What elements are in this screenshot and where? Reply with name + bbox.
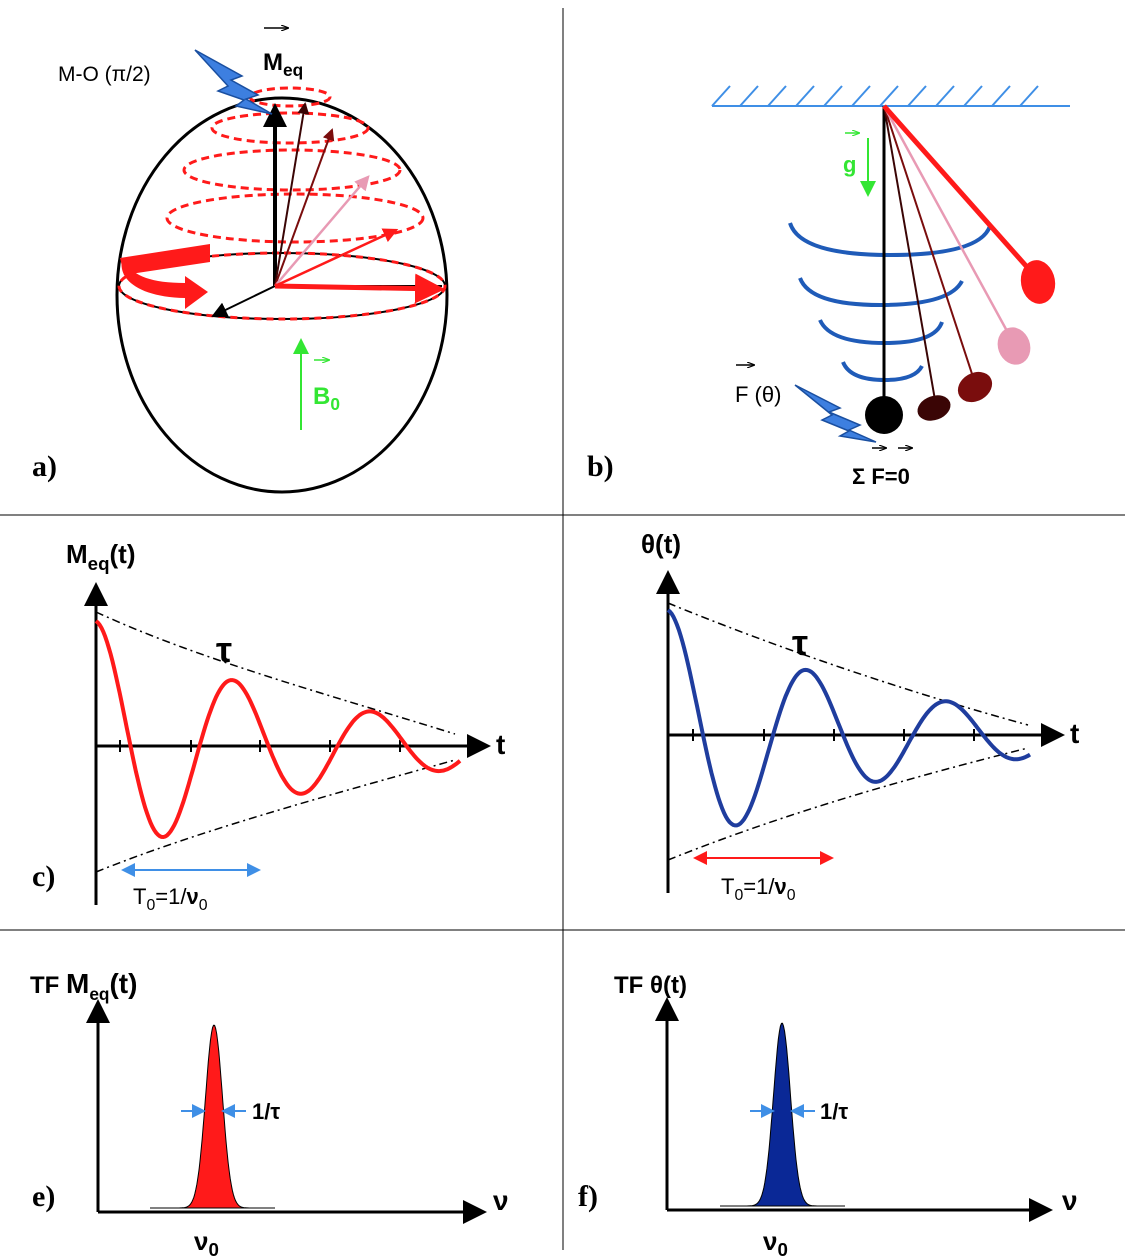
c-ylabel-suffix: (t) — [110, 539, 136, 569]
panel-d-pendulum-signal: τ t θ(t) T0=1/ν0 — [641, 529, 1079, 904]
e-ylabel: M — [66, 968, 89, 999]
vector-tilt-2 — [274, 128, 335, 287]
ceiling-hatch — [711, 85, 1039, 107]
d-envelope-bottom — [667, 747, 1029, 861]
string-1 — [883, 105, 936, 401]
d-xlabel: t — [1070, 718, 1079, 749]
svg-text:ν0: ν0 — [194, 1226, 219, 1257]
string-3 — [882, 105, 1015, 343]
svg-text:Meq: Meq — [263, 49, 303, 80]
panel-label-e: e) — [32, 1180, 55, 1213]
c-ylabel-sub: eq — [88, 553, 110, 574]
d-period-mid: =1/ — [743, 874, 775, 899]
bob-rest — [865, 396, 903, 434]
panel-label-b: b) — [587, 450, 614, 483]
c-envelope-bottom — [95, 759, 456, 873]
d-period-T-sub: 0 — [734, 887, 743, 904]
d-envelope-top — [667, 602, 1029, 726]
d-period-nu: ν — [774, 874, 786, 899]
svg-text:B0: B0 — [313, 383, 340, 414]
vector-tilt-4 — [274, 228, 399, 288]
precession-spiral — [165, 86, 425, 244]
c-ylabel: M — [66, 539, 88, 569]
d-damped-signal — [666, 608, 1032, 828]
gravity-label: g — [843, 152, 856, 177]
rotation-arrow — [121, 260, 208, 309]
e-ylabel-suffix: (t) — [109, 968, 137, 999]
panel-label-a: a) — [32, 450, 57, 483]
f-width-label: 1/τ — [820, 1099, 848, 1124]
panel-label-c: c) — [32, 860, 55, 893]
vector-tilt-1 — [274, 102, 310, 287]
panel-e-spectrum: 1/τ ν ν0 TF Meq(t) e) — [30, 968, 509, 1257]
vector-transverse — [274, 273, 445, 304]
f-ylabel: TF θ(t) — [614, 972, 687, 999]
pulse-label: M-O (π/2) — [58, 63, 151, 86]
e-xlabel: ν — [493, 1185, 509, 1216]
bob-3 — [997, 327, 1031, 365]
c-envelope-top — [95, 611, 456, 735]
meq-subscript: eq — [283, 60, 303, 80]
sum-force-label: Σ F=0 — [852, 464, 910, 489]
x-axis-arrow — [211, 285, 276, 318]
vector-tilt-3 — [274, 175, 370, 287]
c-ticks — [119, 740, 401, 752]
panel-c-fid: τ t Meq(t) T0=1/ν0 c) — [32, 539, 505, 914]
e-ylabel-sub: eq — [89, 984, 109, 1004]
sphere-outline — [115, 96, 449, 494]
e-peak-label: ν — [194, 1226, 208, 1256]
b0-label: B — [313, 383, 330, 410]
bob-1 — [917, 395, 951, 421]
force-label: F (θ) — [735, 382, 781, 407]
f-peak-label: ν — [763, 1226, 777, 1256]
bob-4 — [1020, 260, 1056, 304]
d-ticks — [692, 729, 975, 741]
meq-label: M — [263, 49, 283, 76]
b0-subscript: 0 — [330, 394, 340, 414]
e-peak-sub: 0 — [208, 1239, 218, 1257]
c-period-mid: =1/ — [155, 884, 187, 909]
c-damped-signal — [94, 619, 462, 840]
c-period-nu: ν — [186, 884, 198, 909]
d-ylabel: θ(t) — [641, 529, 681, 559]
svg-text:ν0: ν0 — [763, 1226, 788, 1257]
c-xlabel: t — [496, 729, 505, 760]
c-tau-label: τ — [216, 629, 232, 670]
string-4 — [882, 104, 1037, 278]
c-period-T: T — [133, 884, 146, 909]
f-peak-sub: 0 — [777, 1239, 787, 1257]
panel-f-spectrum: 1/τ ν ν0 TF θ(t) f) — [578, 972, 1078, 1257]
panel-a-bloch-sphere: B0 Meq M-O (π/2) a) — [32, 28, 449, 494]
panel-dividers — [0, 8, 1125, 1250]
d-period-nu-sub: 0 — [787, 887, 796, 904]
f-peak — [720, 1022, 845, 1207]
svg-text:Meq(t): Meq(t) — [66, 539, 135, 574]
c-period-T-sub: 0 — [146, 897, 155, 914]
e-peak — [150, 1024, 275, 1209]
force-pulse-icon — [794, 384, 877, 443]
bob-2 — [957, 371, 993, 403]
panel-label-f: f) — [578, 1180, 598, 1213]
d-period-T: T — [721, 874, 734, 899]
svg-text:TF Meq(t): TF Meq(t) — [30, 968, 137, 1004]
svg-text:T0=1/ν0: T0=1/ν0 — [721, 874, 796, 904]
f-xlabel: ν — [1062, 1185, 1078, 1216]
panel-b-pendulum: g F (θ) Σ F=0 b) — [587, 85, 1070, 489]
equator-red-dashed — [117, 251, 447, 321]
c-period-nu-sub: 0 — [199, 897, 208, 914]
d-tau-label: τ — [792, 622, 808, 663]
svg-text:T0=1/ν0: T0=1/ν0 — [133, 884, 208, 914]
string-2 — [883, 105, 976, 384]
e-ylabel-prefix: TF — [30, 972, 66, 999]
e-width-label: 1/τ — [252, 1099, 280, 1124]
rf-pulse-icon — [194, 49, 273, 115]
